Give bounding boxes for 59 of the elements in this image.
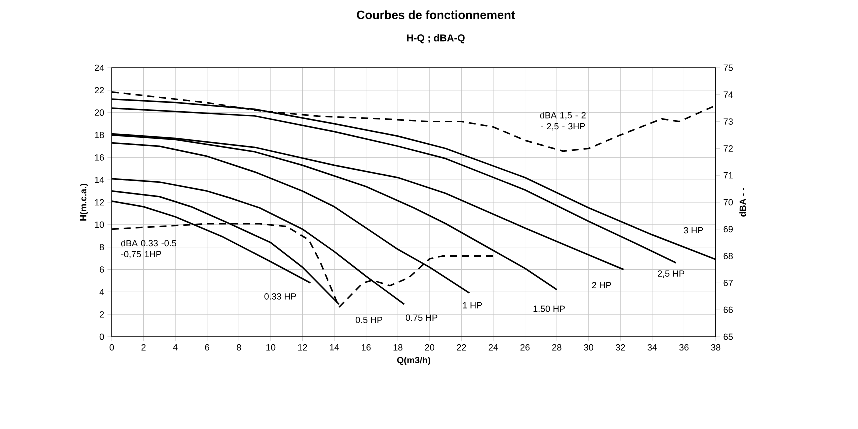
y2-tick-label: 71 (724, 172, 733, 179)
y-tick-label: 6 (100, 266, 104, 273)
y2-tick-label: 66 (724, 306, 734, 314)
series-label: dBA 0.33 -0.5 -0,75 1HP (121, 240, 176, 259)
series-label: 2,5 HP (658, 270, 685, 278)
chart-title: Courbes de fonctionnement (357, 10, 516, 20)
x-tick-label: 14 (330, 344, 340, 351)
y-axis-title: H(m.c.a.) (80, 184, 88, 221)
x-tick-label: 26 (520, 344, 530, 351)
y-tick-label: 10 (95, 222, 104, 228)
x-tick-label: 8 (237, 344, 242, 351)
y-tick-label: 4 (100, 289, 104, 296)
x-tick-label: 24 (488, 344, 498, 351)
y2-tick-label: 70 (724, 199, 734, 206)
x-tick-label: 22 (457, 344, 466, 351)
series-label: 1.50 HP (534, 306, 566, 312)
y2-axis-title: dBA - - (740, 188, 746, 217)
x-tick-label: 0 (110, 344, 114, 351)
chart-subtitle: H-Q ; dBA-Q (407, 34, 465, 44)
x-tick-label: 30 (584, 344, 594, 351)
text: 0.5 HP (356, 317, 383, 324)
x-tick-label: 34 (648, 344, 658, 351)
y2-tick-label: 68 (724, 253, 734, 260)
x-tick-label: 18 (394, 344, 403, 351)
x-tick-label: 28 (552, 344, 562, 351)
y2-tick-label: 74 (724, 92, 734, 98)
y-tick-label: 2 (100, 311, 104, 318)
series-label: 2 HP (592, 282, 612, 288)
series-label: 3 HP (684, 227, 704, 234)
series-label: 0.33 HP (264, 293, 296, 300)
y-tick-label: 20 (95, 110, 104, 116)
x-tick-label: 20 (425, 344, 435, 351)
x-tick-label: 16 (362, 344, 371, 351)
y-tick-label: 14 (95, 176, 104, 184)
y-tick-label: 8 (100, 244, 104, 251)
y-tick-label: 22 (95, 87, 104, 94)
x-axis-title: Q(m3/h) (397, 356, 431, 366)
y2-tick-label: 75 (724, 64, 734, 72)
series-label: 1 HP (463, 302, 482, 309)
y-tick-label: 0 (100, 334, 104, 340)
y2-tick-label: 67 (724, 280, 733, 286)
x-tick-label: 36 (680, 344, 689, 351)
x-tick-label: 4 (173, 344, 178, 351)
x-tick-label: 12 (298, 344, 308, 351)
y-tick-label: 18 (95, 132, 104, 138)
y2-tick-label: 73 (724, 118, 734, 125)
y-tick-label: 12 (95, 199, 104, 206)
y2-tick-label: 72 (724, 146, 733, 152)
x-tick-label: 6 (205, 344, 210, 351)
x-tick-label: 10 (266, 344, 276, 351)
y2-tick-label: 65 (724, 334, 734, 340)
x-tick-label: 2 (142, 344, 146, 351)
y-tick-label: 24 (95, 64, 104, 72)
y-tick-label: 16 (95, 154, 104, 161)
series-label: dBA 1,5 - 2 - 2,5 - 3HP (540, 112, 586, 131)
series-label: 0.75 HP (406, 314, 438, 322)
x-tick-label: 32 (616, 344, 626, 351)
y2-tick-label: 69 (724, 226, 733, 233)
x-tick-label: 38 (711, 344, 721, 351)
